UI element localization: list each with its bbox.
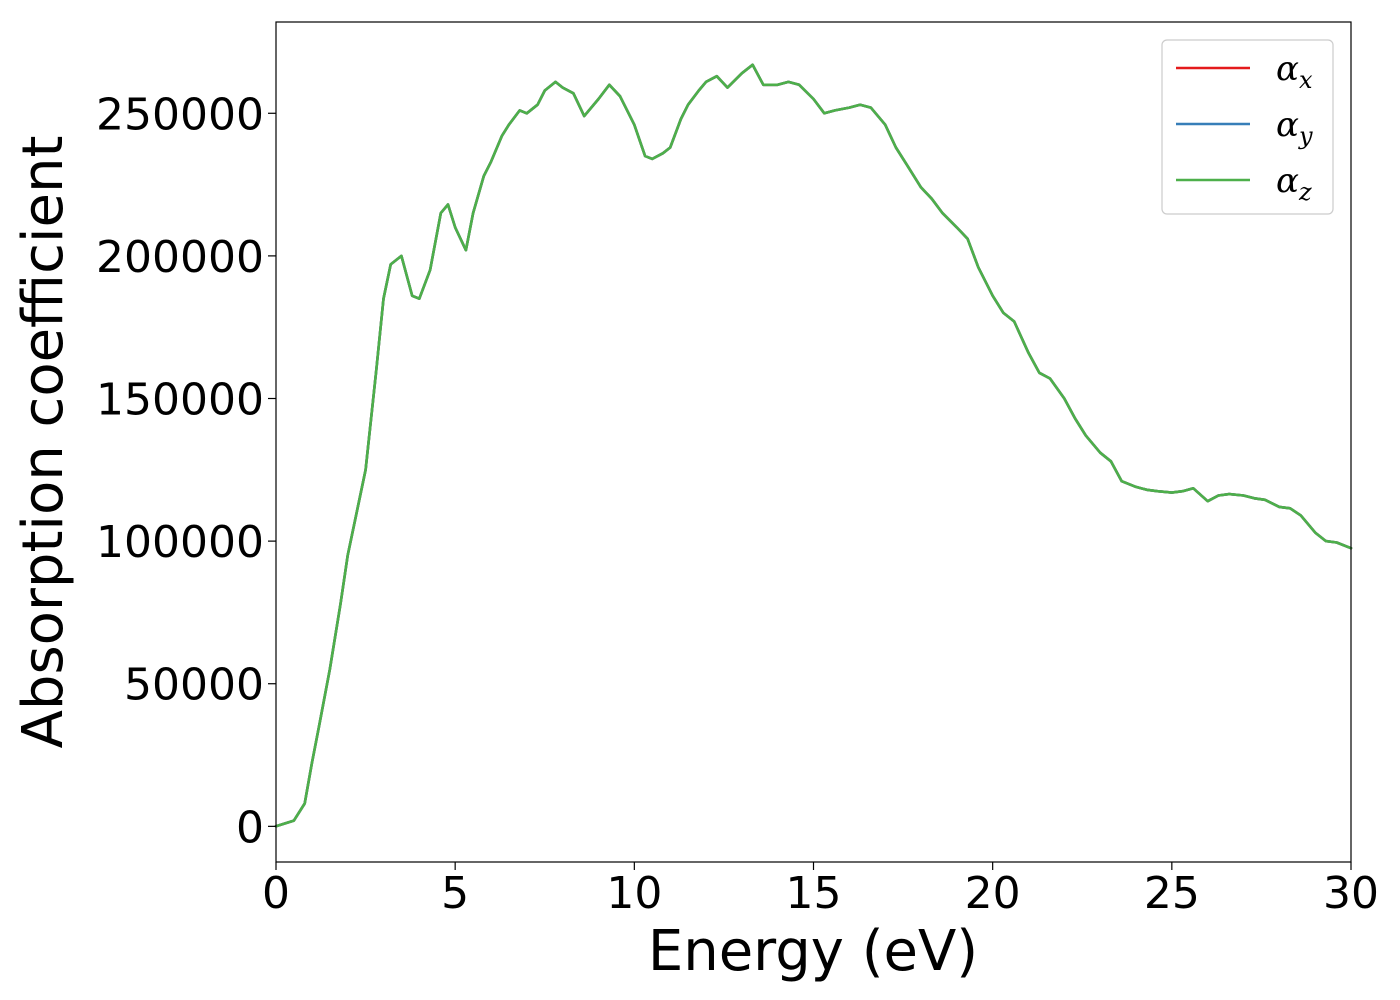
y-tick-label: 200000 (96, 232, 264, 283)
legend-symbol: α (1276, 105, 1299, 145)
x-tick-label: 0 (262, 868, 290, 919)
legend-symbol: α (1276, 161, 1299, 201)
legend-subscript: z (1298, 178, 1312, 206)
y-axis: 0 50000 100000 150000 200000 250000 (96, 89, 276, 853)
legend-label-x: αx (1276, 49, 1313, 94)
legend-subscript: y (1298, 122, 1313, 150)
x-tick-label: 25 (1144, 868, 1200, 919)
x-tick-label: 30 (1323, 868, 1379, 919)
legend-label-y: αy (1276, 105, 1313, 150)
y-tick-label: 100000 (96, 517, 264, 568)
legend-symbol: α (1276, 49, 1299, 89)
legend-subscript: x (1299, 66, 1313, 94)
x-tick-label: 10 (606, 868, 662, 919)
y-tick-label: 250000 (96, 89, 264, 140)
x-tick-label: 20 (965, 868, 1021, 919)
x-axis: 0 5 10 15 20 25 30 (262, 862, 1379, 919)
legend-box (1161, 39, 1334, 215)
legend-label-z: αz (1276, 161, 1312, 206)
y-axis-title: Absorption coefficient (11, 136, 76, 749)
y-tick-label: 150000 (96, 375, 264, 426)
series-layer (274, 63, 1353, 828)
y-tick-label: 0 (236, 802, 264, 853)
y-tick-label: 50000 (124, 660, 264, 711)
x-axis-title: Energy (eV) (648, 919, 978, 984)
series-line-z (274, 63, 1353, 828)
x-tick-label: 15 (786, 868, 842, 919)
x-tick-label: 5 (441, 868, 469, 919)
